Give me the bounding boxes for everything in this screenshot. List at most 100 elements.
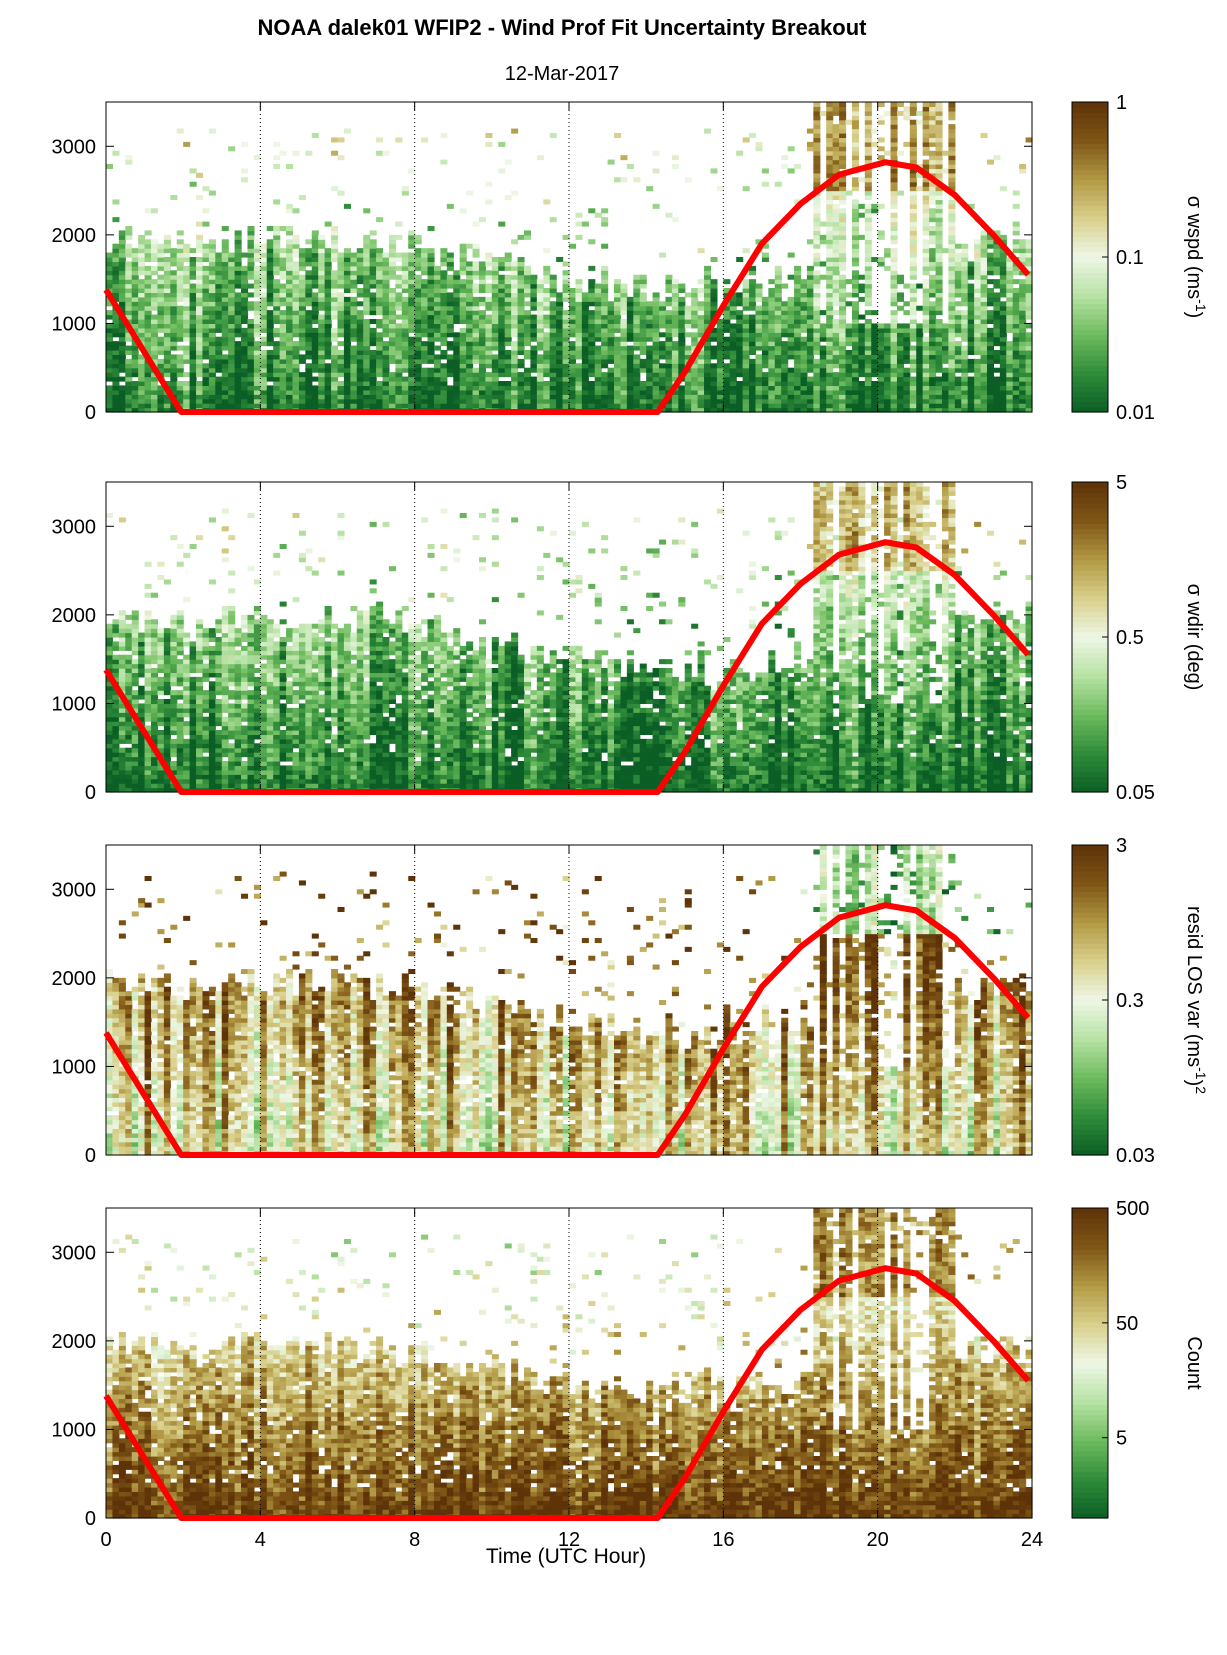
- heatmap-cell: [768, 288, 775, 293]
- heatmap-cell: [498, 279, 505, 284]
- heatmap-cell: [948, 284, 955, 289]
- heatmap-cell: [794, 359, 801, 364]
- heatmap-cell: [865, 239, 872, 244]
- heatmap-cell: [222, 244, 229, 249]
- heatmap-cell: [987, 346, 994, 351]
- heatmap-cell: [601, 266, 608, 271]
- heatmap-cell: [961, 346, 968, 351]
- heatmap-cell: [910, 248, 917, 253]
- heatmap-cell: [550, 328, 557, 333]
- heatmap-cell: [460, 359, 467, 364]
- heatmap-cell: [710, 394, 717, 399]
- heatmap-cell: [865, 213, 872, 218]
- heatmap-cell: [891, 284, 898, 289]
- heatmap-cell: [936, 213, 943, 218]
- heatmap-cell: [865, 261, 872, 266]
- heatmap-cell: [749, 133, 756, 138]
- heatmap-cell: [556, 346, 563, 351]
- heatmap-cell: [826, 244, 833, 249]
- heatmap-cell: [910, 239, 917, 244]
- heatmap-cell: [788, 341, 795, 346]
- heatmap-cell: [331, 394, 338, 399]
- heatmap-cell: [228, 337, 235, 342]
- heatmap-cell: [601, 279, 608, 284]
- heatmap-cell: [556, 390, 563, 395]
- heatmap-cell: [132, 399, 139, 404]
- heatmap-cell: [614, 315, 621, 320]
- heatmap-cell: [170, 306, 177, 311]
- heatmap-cell: [987, 310, 994, 315]
- heatmap-cell: [106, 377, 113, 382]
- heatmap-cell: [948, 248, 955, 253]
- heatmap-cell: [202, 346, 209, 351]
- heatmap-cell: [518, 284, 525, 289]
- heatmap-cell: [215, 315, 222, 320]
- heatmap-cell: [891, 337, 898, 342]
- heatmap-cell: [222, 381, 229, 386]
- heatmap-cell: [807, 310, 814, 315]
- heatmap-cell: [858, 204, 865, 209]
- heatmap-cell: [858, 381, 865, 386]
- heatmap-cell: [196, 235, 203, 240]
- heatmap-cell: [826, 208, 833, 213]
- heatmap-cell: [106, 332, 113, 337]
- heatmap-cell: [402, 315, 409, 320]
- heatmap-cell: [614, 288, 621, 293]
- heatmap-cell: [833, 319, 840, 324]
- heatmap-cell: [151, 266, 158, 271]
- heatmap-cell: [222, 248, 229, 253]
- heatmap-cell: [665, 346, 672, 351]
- heatmap-cell: [910, 155, 917, 160]
- heatmap-cell: [222, 315, 229, 320]
- heatmap-cell: [292, 266, 299, 271]
- heatmap-cell: [460, 292, 467, 297]
- heatmap-cell: [704, 390, 711, 395]
- heatmap-cell: [318, 244, 325, 249]
- heatmap-cell: [801, 306, 808, 311]
- heatmap-cell: [376, 354, 383, 359]
- heatmap-cell: [768, 363, 775, 368]
- heatmap-cell: [897, 346, 904, 351]
- heatmap-cell: [665, 301, 672, 306]
- heatmap-cell: [164, 403, 171, 408]
- heatmap-cell: [383, 377, 390, 382]
- heatmap-cell: [235, 248, 242, 253]
- heatmap-cell: [916, 120, 923, 125]
- heatmap-cell: [215, 346, 222, 351]
- heatmap-cell: [383, 390, 390, 395]
- heatmap-cell: [112, 381, 119, 386]
- heatmap-cell: [402, 377, 409, 382]
- heatmap-cell: [723, 346, 730, 351]
- heatmap-cell: [897, 292, 904, 297]
- heatmap-cell: [884, 346, 891, 351]
- heatmap-cell: [280, 385, 287, 390]
- heatmap-cell: [640, 390, 647, 395]
- heatmap-cell: [350, 346, 357, 351]
- heatmap-cell: [891, 142, 898, 147]
- heatmap-cell: [434, 354, 441, 359]
- heatmap-cell: [627, 328, 634, 333]
- heatmap-cell: [344, 328, 351, 333]
- heatmap-cell: [987, 394, 994, 399]
- heatmap-cell: [710, 350, 717, 355]
- heatmap-cell: [260, 390, 267, 395]
- heatmap-cell: [254, 341, 261, 346]
- heatmap-cell: [132, 266, 139, 271]
- heatmap-cell: [569, 368, 576, 373]
- heatmap-cell: [891, 257, 898, 262]
- heatmap-cell: [164, 346, 171, 351]
- heatmap-cell: [286, 323, 293, 328]
- heatmap-cell: [402, 354, 409, 359]
- heatmap-cell: [421, 377, 428, 382]
- heatmap-cell: [698, 310, 705, 315]
- heatmap-cell: [299, 385, 306, 390]
- heatmap-cell: [485, 341, 492, 346]
- heatmap-cell: [338, 399, 345, 404]
- heatmap-cell: [749, 292, 756, 297]
- heatmap-cell: [183, 403, 190, 408]
- heatmap-cell: [498, 319, 505, 324]
- heatmap-cell: [755, 292, 762, 297]
- heatmap-cell: [550, 323, 557, 328]
- heatmap-cell: [987, 279, 994, 284]
- heatmap-cell: [736, 350, 743, 355]
